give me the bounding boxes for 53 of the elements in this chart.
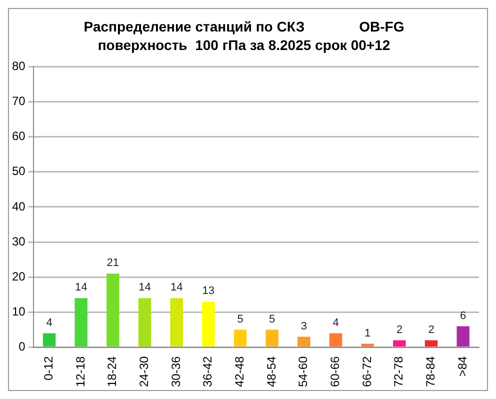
data-label: 14 <box>138 282 151 294</box>
x-tick-label: 12-18 <box>73 356 88 388</box>
y-tick-label: 70 <box>12 94 26 108</box>
data-label: 1 <box>364 327 371 340</box>
bar <box>74 298 88 347</box>
data-label: 4 <box>46 316 52 329</box>
bar <box>298 336 310 347</box>
y-tick-label: 20 <box>12 269 26 284</box>
bar <box>202 302 215 347</box>
data-label: 21 <box>106 257 120 270</box>
x-tick-label: 78-84 <box>424 356 438 388</box>
x-tick-label: 18-24 <box>105 356 120 388</box>
data-label: 6 <box>460 310 466 322</box>
chart-subtitle: поверхность 100 гПа за 8.2025 срок 00+12 <box>98 37 390 54</box>
bar <box>42 333 56 347</box>
data-label: 5 <box>269 313 276 326</box>
chart-title: Распределение станций по СКЗ OB-FG <box>84 18 404 34</box>
x-tick-label: 48-54 <box>264 356 278 388</box>
y-tick-label: 40 <box>12 199 26 214</box>
x-tick-label: 66-72 <box>360 356 374 388</box>
data-label: 14 <box>74 282 88 294</box>
x-tick-label: 36-42 <box>200 356 215 388</box>
x-tick-label: 0-12 <box>42 356 56 380</box>
bar <box>170 298 183 347</box>
bar <box>393 340 406 347</box>
data-label: 2 <box>428 324 434 336</box>
x-tick-label: 42-48 <box>232 356 247 388</box>
bar <box>234 330 247 347</box>
data-label: 5 <box>237 313 244 326</box>
y-tick-label: 80 <box>12 58 26 73</box>
data-label: 13 <box>202 285 215 298</box>
y-tick-label: 30 <box>12 234 26 248</box>
y-tick-label: 10 <box>12 304 26 319</box>
x-tick-label: 24-30 <box>137 356 152 388</box>
bar <box>456 326 470 347</box>
bar <box>424 340 438 347</box>
data-label: 14 <box>170 282 183 294</box>
bar <box>138 298 152 347</box>
x-tick-label: 60-66 <box>328 356 342 388</box>
x-tick-label: 72-78 <box>392 356 406 388</box>
y-tick-label: 0 <box>18 340 26 354</box>
x-tick-label: 30-36 <box>168 356 183 388</box>
data-label: 3 <box>300 320 307 332</box>
y-tick-label: 60 <box>12 129 26 144</box>
data-label: 4 <box>332 316 339 329</box>
bar <box>361 344 374 347</box>
x-tick-label: 54-60 <box>296 356 310 388</box>
bar <box>266 330 278 347</box>
bar <box>329 333 342 347</box>
y-tick-label: 50 <box>12 164 26 178</box>
data-label: 2 <box>396 324 402 336</box>
x-tick-label: >84 <box>455 356 470 377</box>
bar <box>106 274 120 347</box>
